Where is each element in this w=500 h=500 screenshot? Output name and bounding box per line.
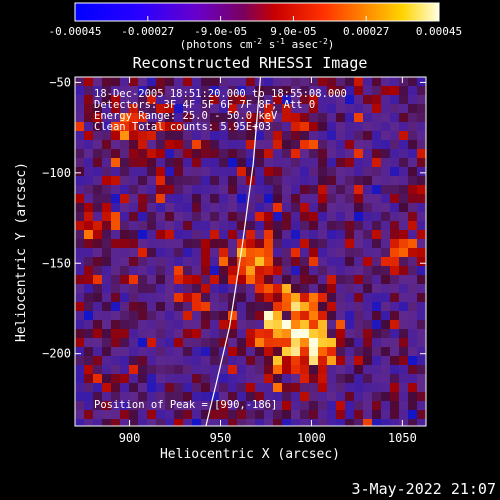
y-tick-label: −100 xyxy=(42,166,71,180)
colorbar-tick-label: 0.00045 xyxy=(416,25,462,38)
x-axis-label: Heliocentric X (arcsec) xyxy=(160,447,340,462)
x-tick-label: 900 xyxy=(119,431,141,445)
y-tick-label: −50 xyxy=(49,75,71,89)
timestamp: 3-May-2022 21:07 xyxy=(352,480,497,498)
colorbar-gradient xyxy=(74,2,440,22)
x-tick-label: 1000 xyxy=(297,431,326,445)
colorbar-tick-label: 0.00027 xyxy=(343,25,389,38)
colorbar: -0.00045 -0.00027 -9.0e-05 9.0e-05 0.00027 0.… xyxy=(49,2,462,51)
y-tick-label: −150 xyxy=(42,256,71,270)
colorbar-tick-label: -9.0e-05 xyxy=(194,25,247,38)
heatmap-image xyxy=(75,77,426,426)
annotation-energy-range: Energy Range: 25.0 - 50.0 keV xyxy=(94,110,278,122)
annotation-detectors: Detectors: 3F 4F 5F 6F 7F 8F; Att 0 xyxy=(94,99,315,111)
x-tick-label: 950 xyxy=(210,431,232,445)
colorbar-ticks: -0.00045 -0.00027 -9.0e-05 9.0e-05 0.00027 0.… xyxy=(49,16,462,38)
annotation-time-range: 18-Dec-2005 18:51:20.000 to 18:55:08.000 xyxy=(94,88,347,100)
colorbar-tick-label: -0.00045 xyxy=(49,25,102,38)
x-tick-label: 1050 xyxy=(388,431,417,445)
colorbar-unit-label: (photons cm-2 s-1 asec-2) xyxy=(180,37,335,51)
colorbar-tick-label: 9.0e-05 xyxy=(270,25,316,38)
plot-frame xyxy=(74,76,427,427)
chart-title: Reconstructed RHESSI Image xyxy=(133,54,368,72)
y-tick-label: −200 xyxy=(42,347,71,361)
x-axis-ticks: 900 950 1000 1050 xyxy=(119,77,417,445)
annotation-block: 18-Dec-2005 18:51:20.000 to 18:55:08.000… xyxy=(94,88,347,133)
y-axis-label: Heliocentric Y (arcsec) xyxy=(14,162,29,342)
peak-position-label: Position of Peak = [990,-186] xyxy=(94,399,277,411)
colorbar-tick-label: -0.00027 xyxy=(121,25,174,38)
solar-limb-curve xyxy=(205,77,262,426)
y-axis-ticks: −50 −100 −150 −200 xyxy=(42,75,426,361)
annotation-clean-counts: Clean Total counts: 5.95E+03 xyxy=(94,121,271,133)
